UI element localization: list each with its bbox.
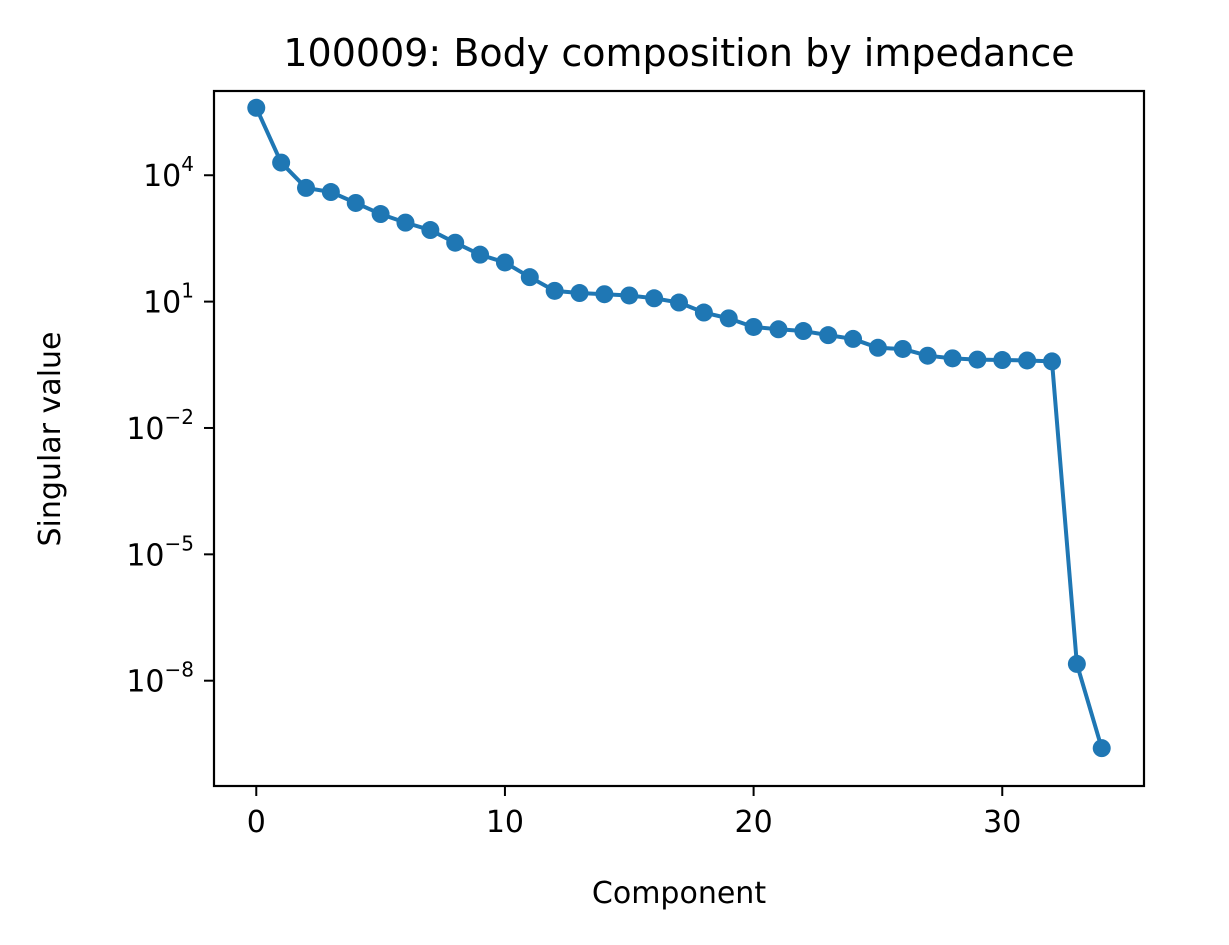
y-tick-base: 10 — [143, 159, 181, 194]
y-tick-exponent: −5 — [165, 531, 194, 555]
data-point — [694, 303, 713, 322]
data-point — [272, 153, 291, 172]
data-point — [1018, 351, 1037, 370]
y-tick-exponent: 1 — [181, 279, 194, 303]
data-point — [620, 286, 639, 305]
data-point — [819, 326, 838, 345]
data-point — [346, 193, 365, 212]
data-point — [570, 284, 589, 303]
data-point — [495, 253, 514, 272]
data-point — [893, 339, 912, 358]
data-point — [247, 98, 266, 117]
data-point — [645, 289, 664, 308]
x-tick-label: 20 — [735, 805, 773, 840]
y-tick-base: 10 — [126, 665, 164, 700]
data-point — [670, 293, 688, 312]
data-point — [446, 233, 465, 252]
data-point — [744, 317, 763, 336]
y-tick-exponent: −8 — [165, 658, 194, 682]
y-tick-base: 10 — [126, 538, 164, 573]
data-point — [943, 349, 962, 368]
data-point — [918, 346, 937, 365]
y-tick-exponent: −2 — [165, 405, 194, 429]
y-tick-label: 10−8 — [126, 658, 194, 700]
data-point — [719, 309, 738, 328]
data-point — [769, 320, 788, 339]
y-tick-label: 10−2 — [126, 405, 194, 447]
y-tick-exponent: 4 — [181, 152, 194, 176]
x-axis-label: Component — [592, 876, 766, 911]
data-point — [868, 338, 887, 357]
x-tick-label: 30 — [983, 805, 1021, 840]
data-point — [968, 350, 987, 369]
y-tick-label: 101 — [143, 279, 194, 321]
x-tick-label: 10 — [486, 805, 524, 840]
plot-frame — [212, 89, 1146, 788]
data-point — [1042, 352, 1061, 371]
data-point — [471, 245, 490, 264]
y-tick-base: 10 — [126, 412, 164, 447]
data-point — [844, 329, 863, 348]
data-point — [993, 351, 1012, 370]
y-tick-label: 10−5 — [126, 531, 194, 573]
data-point — [396, 213, 415, 232]
y-tick-label: 104 — [143, 152, 194, 194]
data-point — [794, 322, 813, 341]
data-point — [371, 205, 390, 224]
x-tick-label: 0 — [247, 805, 266, 840]
data-point — [321, 183, 340, 202]
data-point — [1067, 654, 1086, 673]
plot-area — [247, 98, 1111, 758]
y-tick-base: 10 — [143, 286, 181, 321]
data-point — [545, 281, 564, 300]
data-point — [297, 178, 316, 197]
chart-title: 100009: Body composition by impedance — [283, 31, 1074, 75]
data-point — [421, 221, 440, 240]
data-point — [520, 268, 539, 287]
data-point — [1092, 739, 1111, 758]
y-axis-label: Singular value — [33, 332, 68, 547]
data-point — [595, 285, 614, 304]
